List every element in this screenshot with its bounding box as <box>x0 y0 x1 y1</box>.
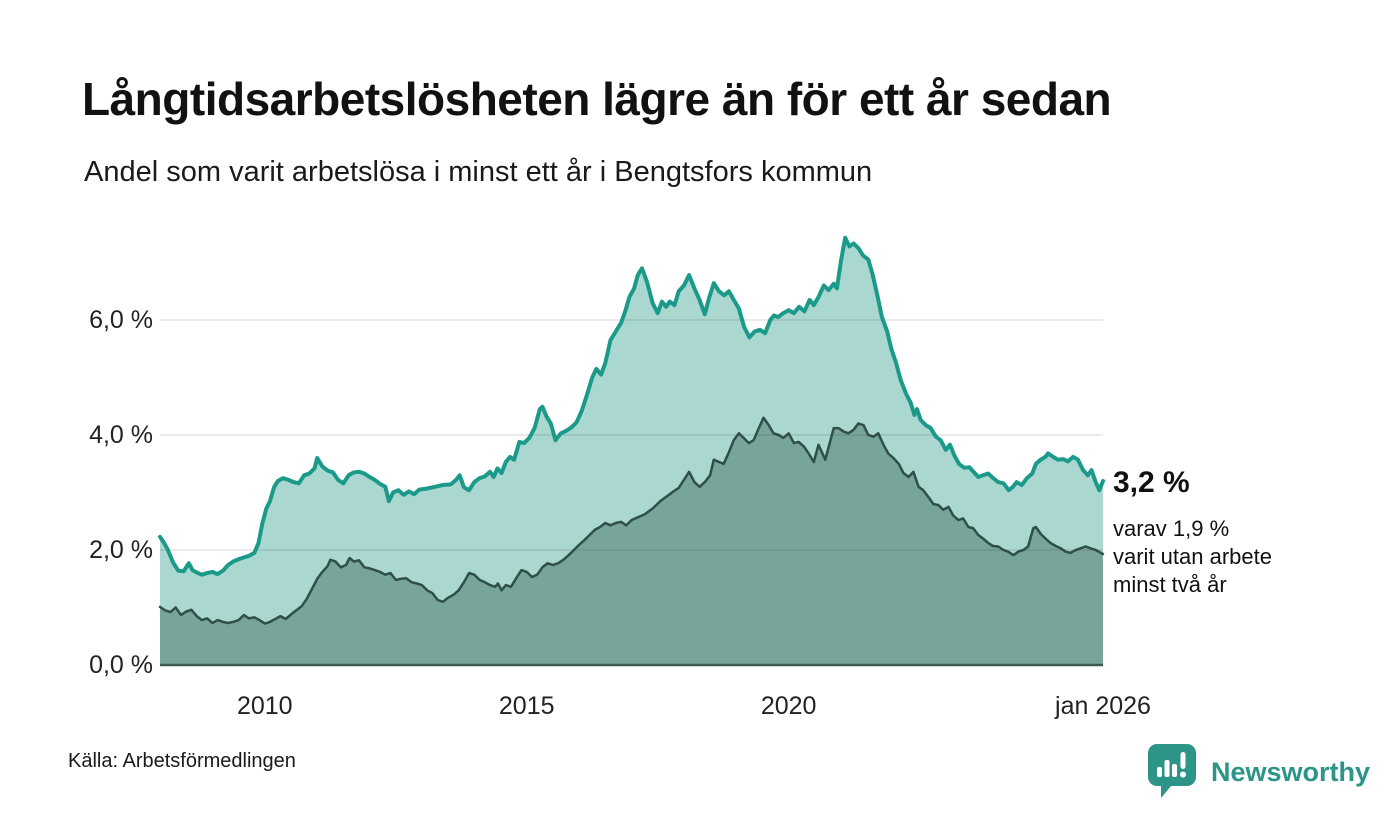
end-value-sublabel: varav 1,9 % varit utan arbete minst två … <box>1113 515 1272 599</box>
series-line-minst-tva-ar <box>158 416 1105 625</box>
y-tick-label: 0,0 % <box>89 651 153 679</box>
y-tick-label: 2,0 % <box>89 536 153 564</box>
series-area-minst-tva-ar <box>160 417 1103 665</box>
brand-name: Newsworthy <box>1211 756 1371 787</box>
sublabel-line: varav 1,9 % <box>1113 516 1230 541</box>
brand-logo: Newsworthy <box>1147 743 1370 799</box>
y-tick-label: 6,0 % <box>89 306 153 334</box>
series-line-minst-ett-ar <box>158 235 1105 577</box>
sublabel-line: varit utan arbete <box>1113 544 1272 569</box>
page-title: Långtidsarbetslösheten lägre än för ett … <box>82 73 1112 125</box>
x-tick-label: 2020 <box>760 692 817 720</box>
end-value-label: 3,2 % <box>1113 466 1190 499</box>
x-tick-label: 2015 <box>498 692 555 720</box>
page-subtitle: Andel som varit arbetslösa i minst ett å… <box>84 156 873 188</box>
x-tick-label: jan 2026 <box>1055 692 1151 720</box>
x-tick-label: 2010 <box>236 692 293 720</box>
source-text: Källa: Arbetsförmedlingen <box>68 750 296 772</box>
y-tick-label: 4,0 % <box>89 421 153 449</box>
sublabel-line: minst två år <box>1113 572 1227 597</box>
newsworthy-icon <box>1148 744 1196 798</box>
